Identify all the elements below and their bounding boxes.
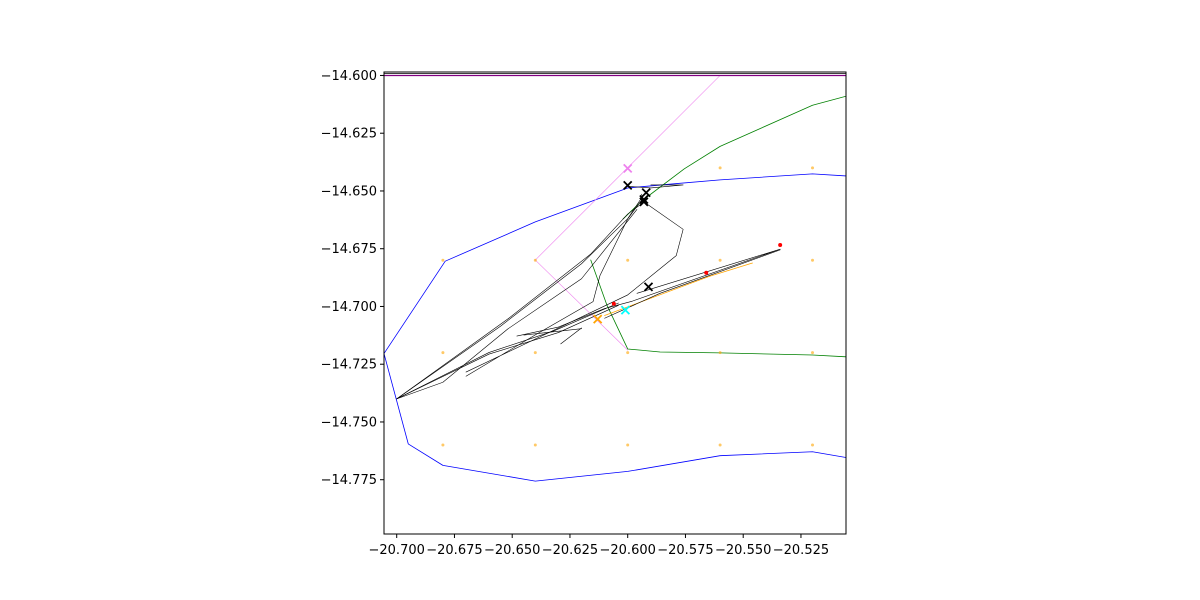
series-line-8 <box>396 199 647 400</box>
series-line-18 <box>627 184 684 189</box>
y-tick-label: −14.725 <box>321 358 377 373</box>
y-tick-label: −14.775 <box>321 473 377 488</box>
series-line-12 <box>396 302 619 400</box>
series-line-2 <box>622 95 846 220</box>
data-point-20-12 <box>441 443 445 447</box>
data-point-21-2 <box>611 301 616 306</box>
y-tick-label: −14.750 <box>321 415 377 430</box>
x-tick-label: −20.550 <box>715 543 771 558</box>
series-line-17 <box>560 327 582 345</box>
series-line-1 <box>384 353 846 482</box>
data-point-20-16 <box>811 443 815 447</box>
series-line-13 <box>396 305 619 400</box>
x-marker-25-0 <box>593 314 603 324</box>
y-tick-label: −14.600 <box>321 69 377 84</box>
x-marker-24-0 <box>620 305 631 315</box>
data-point-20-3 <box>718 258 722 262</box>
x-marker-22-2 <box>639 197 649 207</box>
x-marker-23-0 <box>623 163 633 173</box>
series-line-3 <box>590 259 846 358</box>
x-marker-22-3 <box>639 194 649 205</box>
y-tick-label: −14.625 <box>321 127 377 142</box>
data-point-20-1 <box>533 258 537 262</box>
y-tick-label: −14.650 <box>321 184 377 199</box>
series-line-15 <box>604 249 781 319</box>
series-line-16 <box>523 328 582 336</box>
data-point-20-11 <box>811 351 815 355</box>
x-axis: −20.700 −20.675 −20.650 −20.625 −20.600 −20.5… <box>369 534 829 558</box>
data-point-20-15 <box>718 443 722 447</box>
series-line-10 <box>396 209 638 400</box>
series-line-0 <box>384 173 846 354</box>
x-marker-22-1 <box>641 187 651 198</box>
series-line-11 <box>465 199 684 377</box>
x-tick-label: −20.650 <box>484 543 540 558</box>
data-point-20-8 <box>533 351 537 355</box>
data-point-20-2 <box>626 258 630 262</box>
x-tick-label: −20.625 <box>542 543 598 558</box>
series-line-9 <box>396 197 642 400</box>
data-point-20-0 <box>441 258 445 262</box>
x-tick-label: −20.575 <box>657 543 713 558</box>
data-point-21-0 <box>778 243 783 248</box>
y-tick-label: −14.675 <box>321 242 377 257</box>
data-point-20-10 <box>718 351 722 355</box>
y-tick-label: −14.700 <box>321 300 377 315</box>
x-tick-label: −20.525 <box>773 543 829 558</box>
data-point-20-14 <box>626 443 630 447</box>
data-point-20-6 <box>811 166 815 170</box>
x-tick-label: −20.700 <box>369 543 425 558</box>
x-tick-label: −20.675 <box>426 543 482 558</box>
y-axis: −14.600 −14.625 −14.650 −14.675 −14.700 −14.7… <box>321 69 384 488</box>
x-tick-label: −20.600 <box>600 543 656 558</box>
data-point-20-4 <box>811 258 815 262</box>
x-marker-22-0 <box>623 180 633 191</box>
plot-frame <box>383 71 847 535</box>
data-point-20-9 <box>626 351 630 355</box>
series-line-14 <box>516 248 781 337</box>
plot-area <box>384 73 846 482</box>
data-point-20-13 <box>533 443 537 447</box>
x-marker-22-4 <box>643 282 654 292</box>
data-point-20-5 <box>718 166 722 170</box>
data-point-21-1 <box>704 270 709 275</box>
data-point-20-7 <box>441 351 445 355</box>
